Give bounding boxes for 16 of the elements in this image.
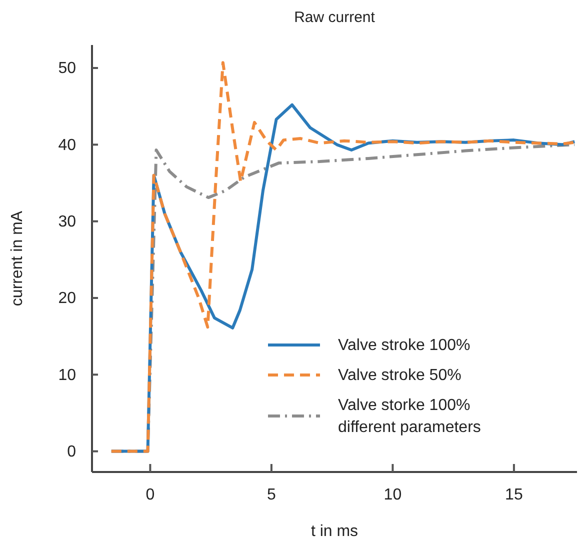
x-tick-label: 5: [266, 486, 276, 504]
y-tick-label: 50: [58, 60, 76, 78]
y-tick-label: 10: [58, 366, 76, 384]
y-tick-label: 30: [58, 213, 76, 230]
x-tick-label: 0: [146, 486, 155, 504]
legend-label: Valve stroke 50%: [338, 367, 462, 384]
x-tick-label: 15: [505, 486, 523, 504]
y-tick-label: 20: [58, 290, 76, 308]
x-tick-label: 10: [384, 486, 402, 504]
chart-title: Raw current: [294, 9, 376, 26]
legend-label: Valve stroke 100%: [338, 337, 470, 354]
y-tick-label: 40: [58, 136, 76, 154]
x-axis-title: t in ms: [310, 523, 358, 540]
y-tick-label: 0: [67, 443, 76, 460]
legend-label: Valve storke 100% different parameters: [338, 397, 481, 436]
y-axis-title: current in mA: [9, 210, 26, 306]
